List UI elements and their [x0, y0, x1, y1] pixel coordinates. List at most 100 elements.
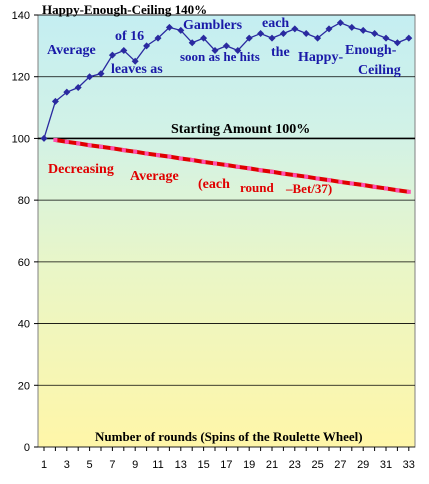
- marker: [327, 178, 331, 183]
- marker: [382, 34, 390, 42]
- marker: [406, 189, 411, 194]
- marker: [110, 146, 115, 151]
- x-tick-label: 29: [357, 459, 369, 471]
- marker: [325, 25, 333, 33]
- marker: [371, 30, 379, 38]
- annotation: Average: [130, 169, 179, 184]
- marker: [405, 34, 413, 42]
- x-tick-label: 19: [243, 459, 255, 471]
- annotation: Decreasing: [48, 162, 114, 177]
- annotation: Starting Amount 100%: [171, 122, 310, 137]
- y-tick-label: 40: [18, 319, 30, 331]
- x-tick-label: 33: [403, 459, 415, 471]
- annotation: of 16: [115, 29, 144, 44]
- y-tick-label: 0: [24, 442, 30, 454]
- marker: [40, 134, 48, 142]
- marker: [393, 39, 401, 47]
- marker: [200, 34, 208, 42]
- x-tick-label: 17: [220, 459, 232, 471]
- marker: [87, 143, 92, 148]
- marker: [131, 57, 139, 65]
- x-tick-label: 3: [64, 459, 70, 471]
- marker: [74, 84, 82, 92]
- marker: [281, 171, 286, 176]
- x-tick-label: 13: [175, 459, 187, 471]
- x-tick-label: 31: [380, 459, 392, 471]
- x-tick-label: 5: [87, 459, 93, 471]
- plot-area: [37, 14, 416, 448]
- x-tick-label: 23: [289, 459, 301, 471]
- x-tick-label: 9: [132, 459, 138, 471]
- x-tick-label: 21: [266, 459, 278, 471]
- x-tick-label: 1: [41, 459, 47, 471]
- marker: [395, 188, 400, 193]
- annotation: Enough-: [345, 43, 397, 58]
- marker: [270, 169, 274, 174]
- marker: [268, 34, 276, 42]
- y-tick-label: 20: [18, 380, 30, 392]
- annotation: each: [262, 16, 289, 31]
- annotation: Happy-Enough-Ceiling 140%: [42, 2, 207, 17]
- annotation: Ceiling: [358, 63, 401, 78]
- marker: [177, 26, 185, 34]
- marker: [63, 88, 71, 96]
- x-tick-label: 15: [197, 459, 209, 471]
- marker: [359, 26, 367, 34]
- marker: [279, 30, 287, 38]
- marker: [336, 19, 344, 27]
- marker: [384, 186, 388, 191]
- marker: [315, 176, 320, 181]
- marker: [86, 73, 94, 81]
- marker: [108, 51, 116, 59]
- marker: [76, 141, 81, 146]
- marker: [64, 139, 69, 144]
- annotation: –Bet/37): [285, 181, 332, 196]
- annotation: the: [271, 45, 290, 60]
- marker: [348, 23, 356, 31]
- marker: [178, 156, 183, 161]
- marker: [190, 158, 195, 163]
- annotation: Gamblers: [183, 18, 243, 33]
- marker: [245, 34, 253, 42]
- marker: [144, 151, 149, 156]
- marker: [121, 148, 126, 153]
- marker: [133, 149, 138, 154]
- marker: [154, 34, 162, 42]
- annotation: Average: [47, 43, 96, 58]
- x-tick-label: 25: [311, 459, 323, 471]
- marker: [258, 168, 263, 173]
- annotation: leaves as: [111, 62, 163, 77]
- marker: [53, 137, 58, 142]
- marker: [292, 173, 297, 178]
- marker: [120, 46, 128, 54]
- marker: [361, 183, 366, 188]
- marker: [372, 184, 377, 189]
- y-tick-label: 100: [12, 133, 30, 145]
- marker: [302, 30, 310, 38]
- marker: [224, 162, 229, 167]
- marker: [338, 179, 343, 184]
- y-tick-label: 120: [12, 72, 30, 84]
- annotation: (each: [198, 177, 230, 192]
- marker: [349, 181, 354, 186]
- marker: [234, 46, 242, 54]
- marker: [165, 23, 173, 31]
- x-tick-label: 11: [152, 459, 163, 471]
- marker: [235, 164, 240, 169]
- y-tick-label: 60: [18, 257, 30, 269]
- marker: [314, 34, 322, 42]
- y-tick-label: 140: [12, 10, 30, 22]
- x-tick-label: 27: [334, 459, 346, 471]
- marker: [188, 39, 196, 47]
- marker: [143, 42, 151, 50]
- marker: [167, 154, 172, 159]
- marker: [222, 42, 230, 50]
- marker: [213, 161, 217, 166]
- marker: [304, 174, 309, 179]
- annotation: soon as he hits: [180, 49, 260, 64]
- marker: [247, 166, 252, 171]
- annotation: round: [240, 180, 274, 195]
- x-axis-label: Number of rounds (Spins of the Roulette …: [95, 429, 363, 444]
- marker: [211, 46, 219, 54]
